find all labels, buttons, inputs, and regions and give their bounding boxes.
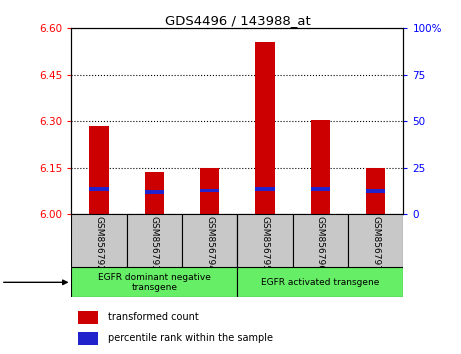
Text: EGFR activated transgene: EGFR activated transgene bbox=[261, 278, 379, 287]
Bar bbox=[78, 332, 98, 345]
Bar bbox=[78, 311, 98, 324]
Bar bbox=[200, 189, 219, 193]
Bar bbox=[255, 42, 275, 214]
Text: percentile rank within the sample: percentile rank within the sample bbox=[108, 333, 273, 343]
Text: transformed count: transformed count bbox=[108, 312, 199, 322]
Bar bbox=[311, 187, 330, 191]
Bar bbox=[348, 214, 403, 267]
Bar bbox=[200, 168, 219, 214]
Text: GSM856793: GSM856793 bbox=[150, 216, 159, 271]
Bar bbox=[237, 214, 293, 267]
Bar bbox=[366, 189, 385, 193]
Text: GSM856797: GSM856797 bbox=[371, 216, 380, 271]
Bar bbox=[89, 187, 109, 191]
Text: GSM856792: GSM856792 bbox=[95, 216, 104, 271]
Bar bbox=[145, 172, 164, 214]
Bar bbox=[366, 168, 385, 214]
Bar bbox=[71, 267, 237, 297]
Text: GSM856796: GSM856796 bbox=[316, 216, 325, 271]
Bar bbox=[182, 214, 237, 267]
Bar bbox=[237, 267, 403, 297]
Title: GDS4496 / 143988_at: GDS4496 / 143988_at bbox=[165, 14, 310, 27]
Bar bbox=[293, 214, 348, 267]
Bar bbox=[89, 126, 109, 214]
Bar bbox=[127, 214, 182, 267]
Text: GSM856794: GSM856794 bbox=[205, 216, 214, 271]
Text: GSM856795: GSM856795 bbox=[260, 216, 270, 271]
Bar bbox=[145, 190, 164, 194]
Bar bbox=[71, 214, 127, 267]
Text: EGFR dominant negative
transgene: EGFR dominant negative transgene bbox=[98, 273, 211, 292]
Text: genotype/variation: genotype/variation bbox=[0, 277, 67, 287]
Bar bbox=[311, 120, 330, 214]
Bar bbox=[255, 187, 275, 191]
